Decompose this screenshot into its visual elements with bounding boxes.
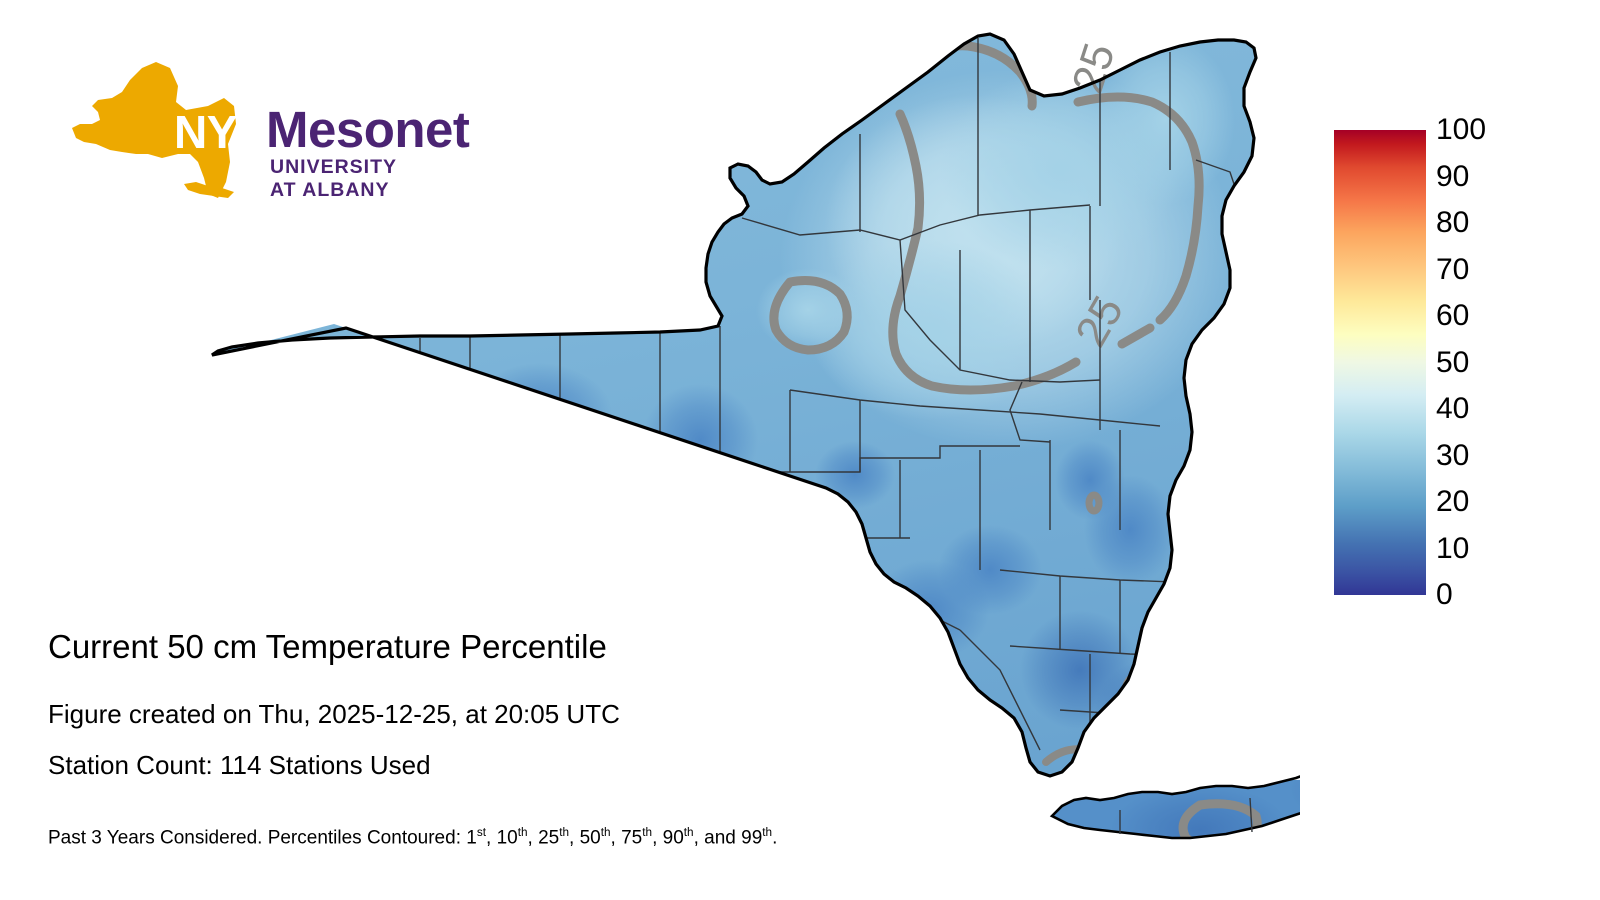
colorbar-tick-20: 20 bbox=[1436, 485, 1470, 518]
percentile-colorbar: 100 90 80 70 60 50 40 30 20 10 0 bbox=[1334, 115, 1534, 610]
figure-created-text: Figure created on Thu, 2025-12-25, at 20… bbox=[48, 699, 620, 729]
colorbar-tick-10: 10 bbox=[1436, 531, 1470, 565]
long-island-contour bbox=[1178, 799, 1262, 838]
colorbar-tick-70: 70 bbox=[1436, 252, 1470, 286]
contour-25-west bbox=[888, 109, 1081, 395]
contour-loop-central bbox=[769, 276, 852, 355]
contour-dot-hudson bbox=[1085, 491, 1103, 515]
new-york-state-percentile-map: 25 25 bbox=[211, 32, 1300, 840]
station-count-text: Station Count: 114 Stations Used bbox=[48, 750, 431, 780]
contour-25-east2 bbox=[1117, 323, 1155, 349]
colorbar-tick-30: 30 bbox=[1436, 438, 1470, 472]
colorbar-gradient bbox=[1334, 130, 1426, 595]
colorbar-tick-60: 60 bbox=[1436, 299, 1470, 332]
logo-university-text: UNIVERSITY AT ALBANY bbox=[270, 156, 397, 201]
long-island-outline bbox=[1049, 775, 1300, 840]
colorbar-tick-40: 40 bbox=[1436, 392, 1470, 425]
colorbar-tick-100: 100 bbox=[1436, 113, 1487, 146]
colorbar-tick-80: 80 bbox=[1436, 206, 1470, 239]
nys-mesonet-logo: NYS Mesonet UNIVERSITY AT ALBANY bbox=[58, 58, 470, 203]
colorbar-tick-50: 50 bbox=[1436, 345, 1470, 379]
logo-nys-text: NYS bbox=[174, 106, 268, 158]
new-york-state-silhouette-icon bbox=[72, 62, 236, 198]
colorbar-tick-90: 90 bbox=[1436, 159, 1470, 193]
contour-ring-lower-hudson bbox=[1121, 671, 1163, 711]
colorbar-tick-0: 0 bbox=[1436, 578, 1453, 611]
figure-title: Current 50 cm Temperature Percentile bbox=[48, 628, 607, 665]
long-island-county-line-2 bbox=[1249, 797, 1253, 833]
logo-mesonet-text: Mesonet bbox=[266, 101, 470, 158]
percentile-footnote: Past 3 Years Considered. Percentiles Con… bbox=[48, 826, 778, 849]
contour-25-east bbox=[1073, 92, 1204, 325]
state-outline bbox=[211, 32, 1258, 778]
